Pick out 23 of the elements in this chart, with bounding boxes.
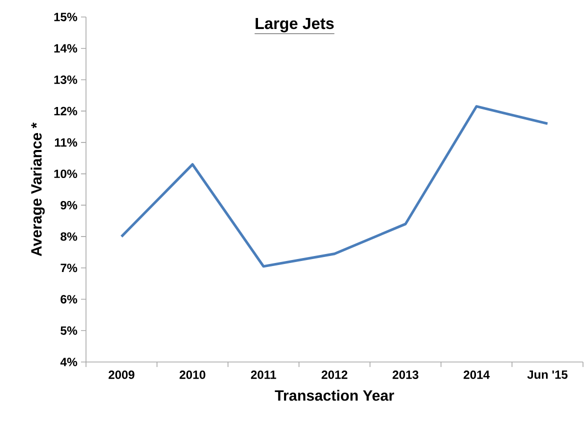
x-tick-label: 2011 [250,370,276,379]
y-tick-label: 4% [60,358,78,366]
y-tick-label: 9% [60,200,78,210]
y-tick-label: 11% [54,138,78,147]
x-tick-label: 2014 [464,370,490,379]
x-tick-label: 2012 [322,370,348,379]
y-tick-label: 7% [60,264,78,272]
x-tick-label: 2009 [108,370,134,379]
y-tick-label: 10% [54,170,78,178]
y-tick-label: 8% [60,232,78,241]
x-tick-label: 2010 [180,370,206,379]
y-tick-label: 12% [54,106,78,116]
y-tick-label: 6% [60,295,78,304]
x-axis-title: Transaction Year [274,390,394,401]
x-tick-label: Jun '15 [527,370,568,379]
y-tick-label: 15% [54,12,78,22]
y-tick-label: 5% [60,326,78,335]
y-axis-title: Average Variance * [30,122,45,256]
y-tick-label: 14% [54,44,78,53]
x-tick-label: 2013 [392,370,418,380]
line-series [120,105,549,268]
y-tick-label: 13% [54,75,78,84]
chart-title: Large Jets [256,18,334,32]
